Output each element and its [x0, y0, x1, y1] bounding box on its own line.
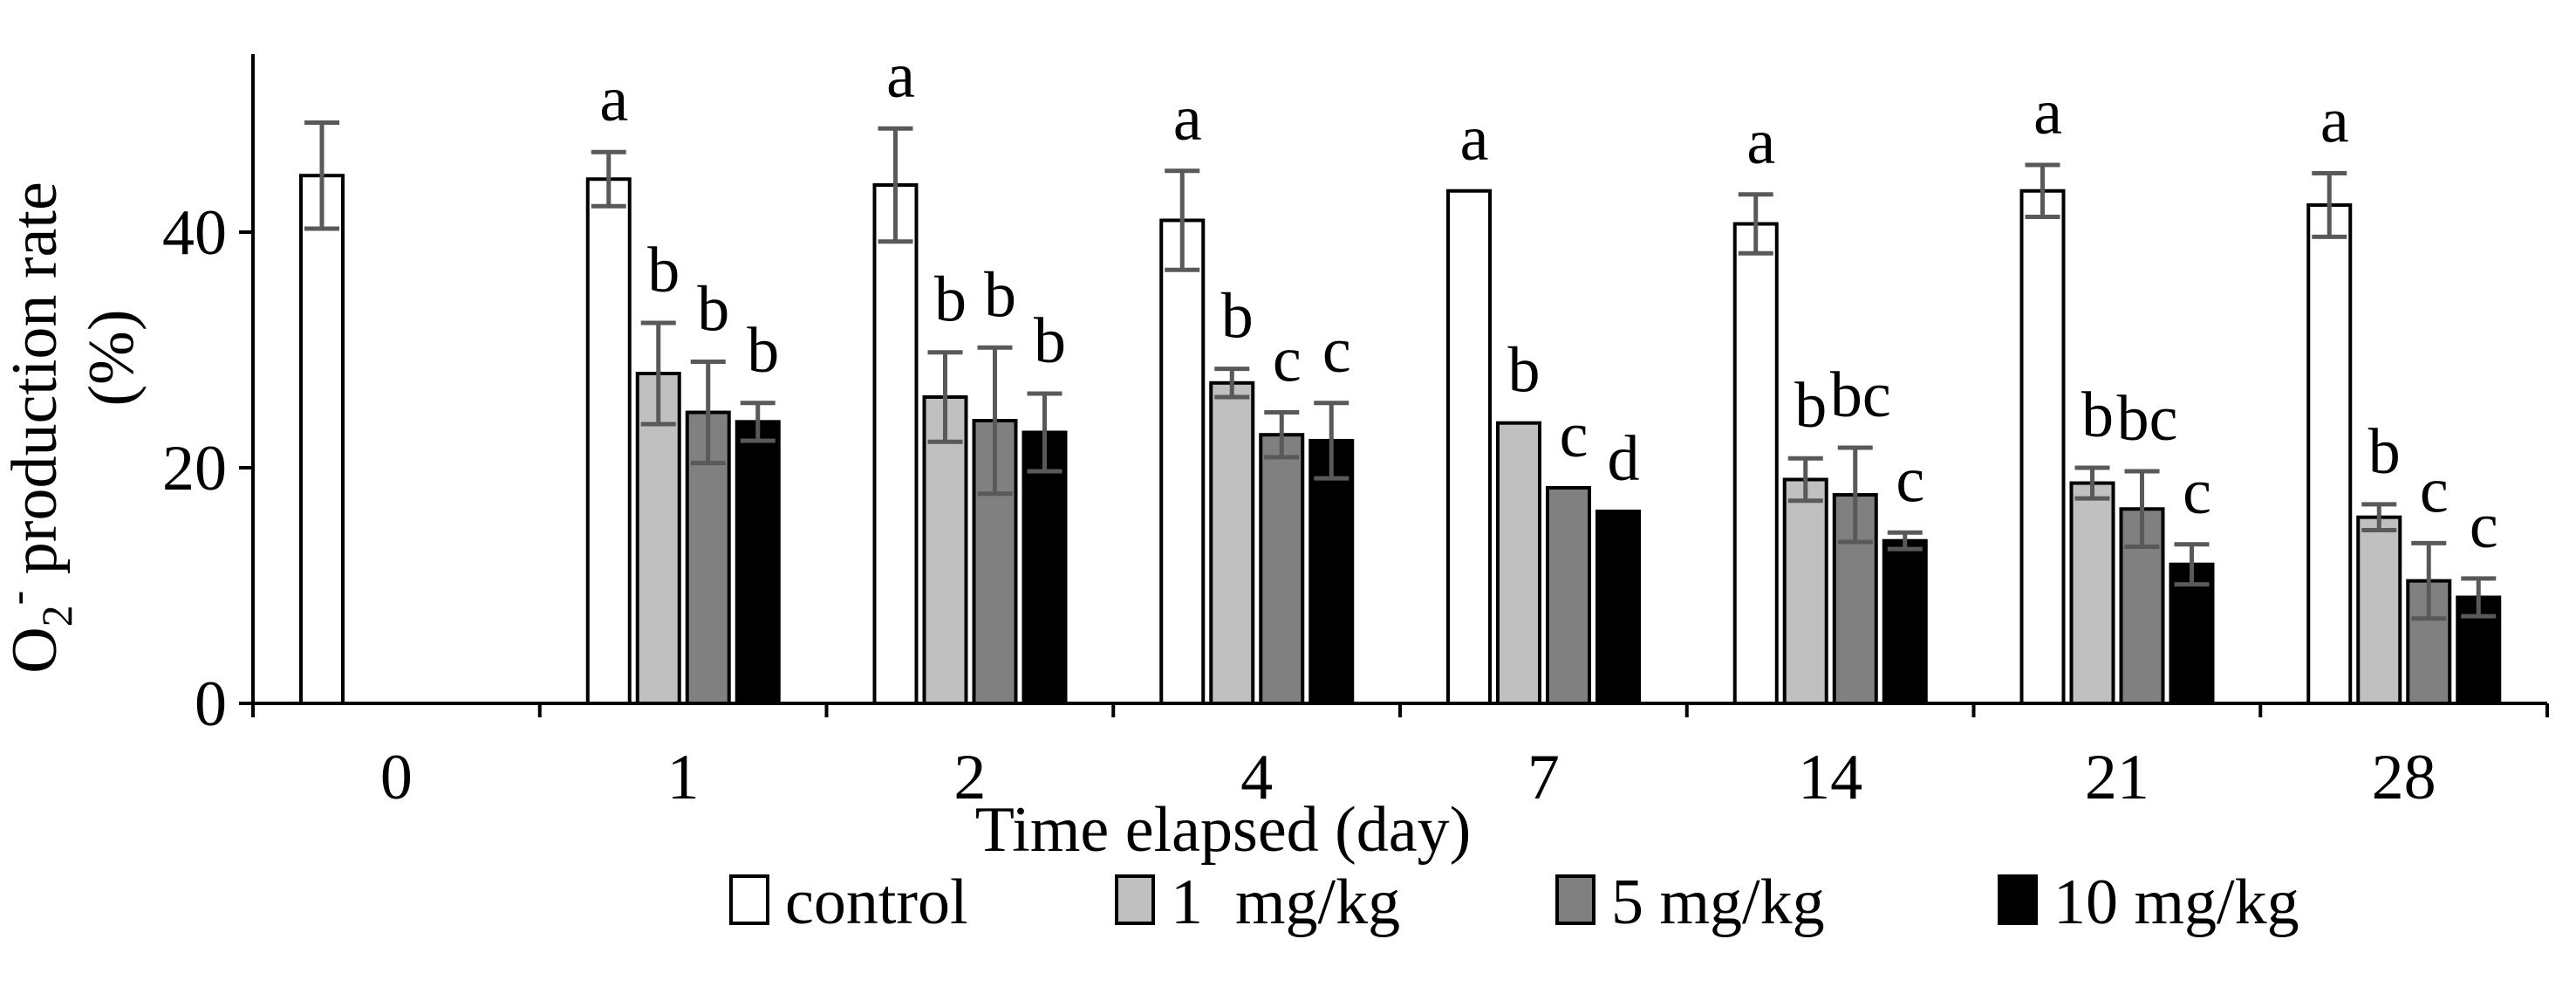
significance-letter: b — [1034, 305, 1066, 377]
bar — [299, 174, 345, 705]
y-axis-title: O2- production rate (%) — [0, 182, 147, 674]
significance-letter: b — [697, 274, 729, 346]
bar — [2069, 481, 2115, 705]
x-tick-label: 7 — [1527, 742, 1560, 813]
bar — [1446, 188, 1492, 705]
significance-letter: b — [747, 315, 779, 387]
significance-letter: b — [1221, 281, 1254, 353]
significance-letter: c — [1560, 400, 1589, 471]
bar — [1259, 433, 1305, 705]
y-axis-title-superscript: - — [0, 591, 41, 606]
bar — [585, 177, 632, 705]
bar — [1159, 218, 1206, 705]
x-axis-title: Time elapsed (day) — [975, 794, 1472, 866]
bar — [1546, 485, 1591, 706]
bar — [1732, 222, 1779, 705]
significance-letter: b — [984, 259, 1016, 331]
significance-letter: b — [2368, 416, 2401, 488]
legend-swatch — [1998, 874, 2038, 925]
bar — [2306, 202, 2353, 705]
y-axis-title-o: O — [0, 627, 71, 673]
bar — [2169, 562, 2215, 706]
significance-letter: b — [1794, 370, 1827, 442]
bar — [1496, 421, 1541, 705]
y-tick-label: 0 — [195, 668, 227, 740]
significance-letter: b — [1508, 335, 1541, 407]
significance-letter: a — [1460, 103, 1489, 175]
bar — [2356, 515, 2402, 706]
x-tick-label: 4 — [1240, 742, 1273, 813]
y-tick-label: 20 — [162, 433, 227, 504]
significance-letter: bc — [2117, 383, 2178, 455]
legend-label: 1 mg/kg — [1171, 867, 1400, 938]
x-tick-label: 1 — [667, 742, 700, 813]
x-tick-label: 0 — [380, 742, 413, 813]
bar — [2019, 188, 2066, 705]
significance-letter: c — [1896, 444, 1924, 516]
significance-letter: d — [1608, 423, 1640, 495]
y-tick-label: 40 — [162, 197, 227, 269]
significance-letter: c — [2420, 455, 2449, 526]
significance-letter: a — [1746, 106, 1775, 178]
significance-letter: b — [934, 264, 967, 336]
legend-label: 10 mg/kg — [2053, 867, 2299, 938]
bar — [1882, 538, 1928, 706]
y-axis-title-line1: O2- production rate — [0, 182, 81, 674]
legend-label: control — [785, 867, 968, 938]
significance-letter: b — [2081, 380, 2114, 451]
significance-letter: a — [599, 64, 628, 135]
bar — [1308, 438, 1355, 705]
y-axis-title-line2: (%) — [76, 310, 147, 407]
legend-swatch — [729, 874, 769, 925]
significance-letter: c — [1273, 325, 1302, 396]
y-axis-title-subscript: 2 — [32, 605, 81, 627]
x-tick-label: 28 — [2372, 742, 2436, 813]
legend-swatch — [1555, 874, 1595, 925]
x-tick-label: 2 — [953, 742, 986, 813]
legend-swatch — [1115, 874, 1155, 925]
bar — [1209, 380, 1255, 705]
x-tick-label: 14 — [1798, 742, 1862, 813]
legend: control 1 mg/kg 5 mg/kg 10 mg/kg — [729, 867, 2299, 938]
bar — [1782, 477, 1828, 705]
significance-letter: b — [647, 235, 680, 306]
x-tick-label: 21 — [2085, 742, 2149, 813]
significance-letter: c — [1322, 315, 1351, 387]
legend-label: 5 mg/kg — [1611, 867, 1825, 938]
bar — [735, 420, 781, 705]
bar — [1022, 430, 1068, 705]
significance-letter: c — [2470, 490, 2498, 562]
significance-letter: bc — [1830, 360, 1891, 431]
significance-letter: a — [2320, 86, 2349, 157]
significance-letter: a — [886, 40, 915, 112]
bar — [1595, 509, 1641, 706]
bar — [2119, 507, 2165, 705]
bar — [872, 183, 919, 705]
significance-letter: a — [1173, 83, 1202, 154]
significance-letter: c — [2183, 456, 2211, 528]
significance-letter: a — [2033, 77, 2062, 148]
y-axis-title-rest: production rate — [0, 182, 71, 591]
